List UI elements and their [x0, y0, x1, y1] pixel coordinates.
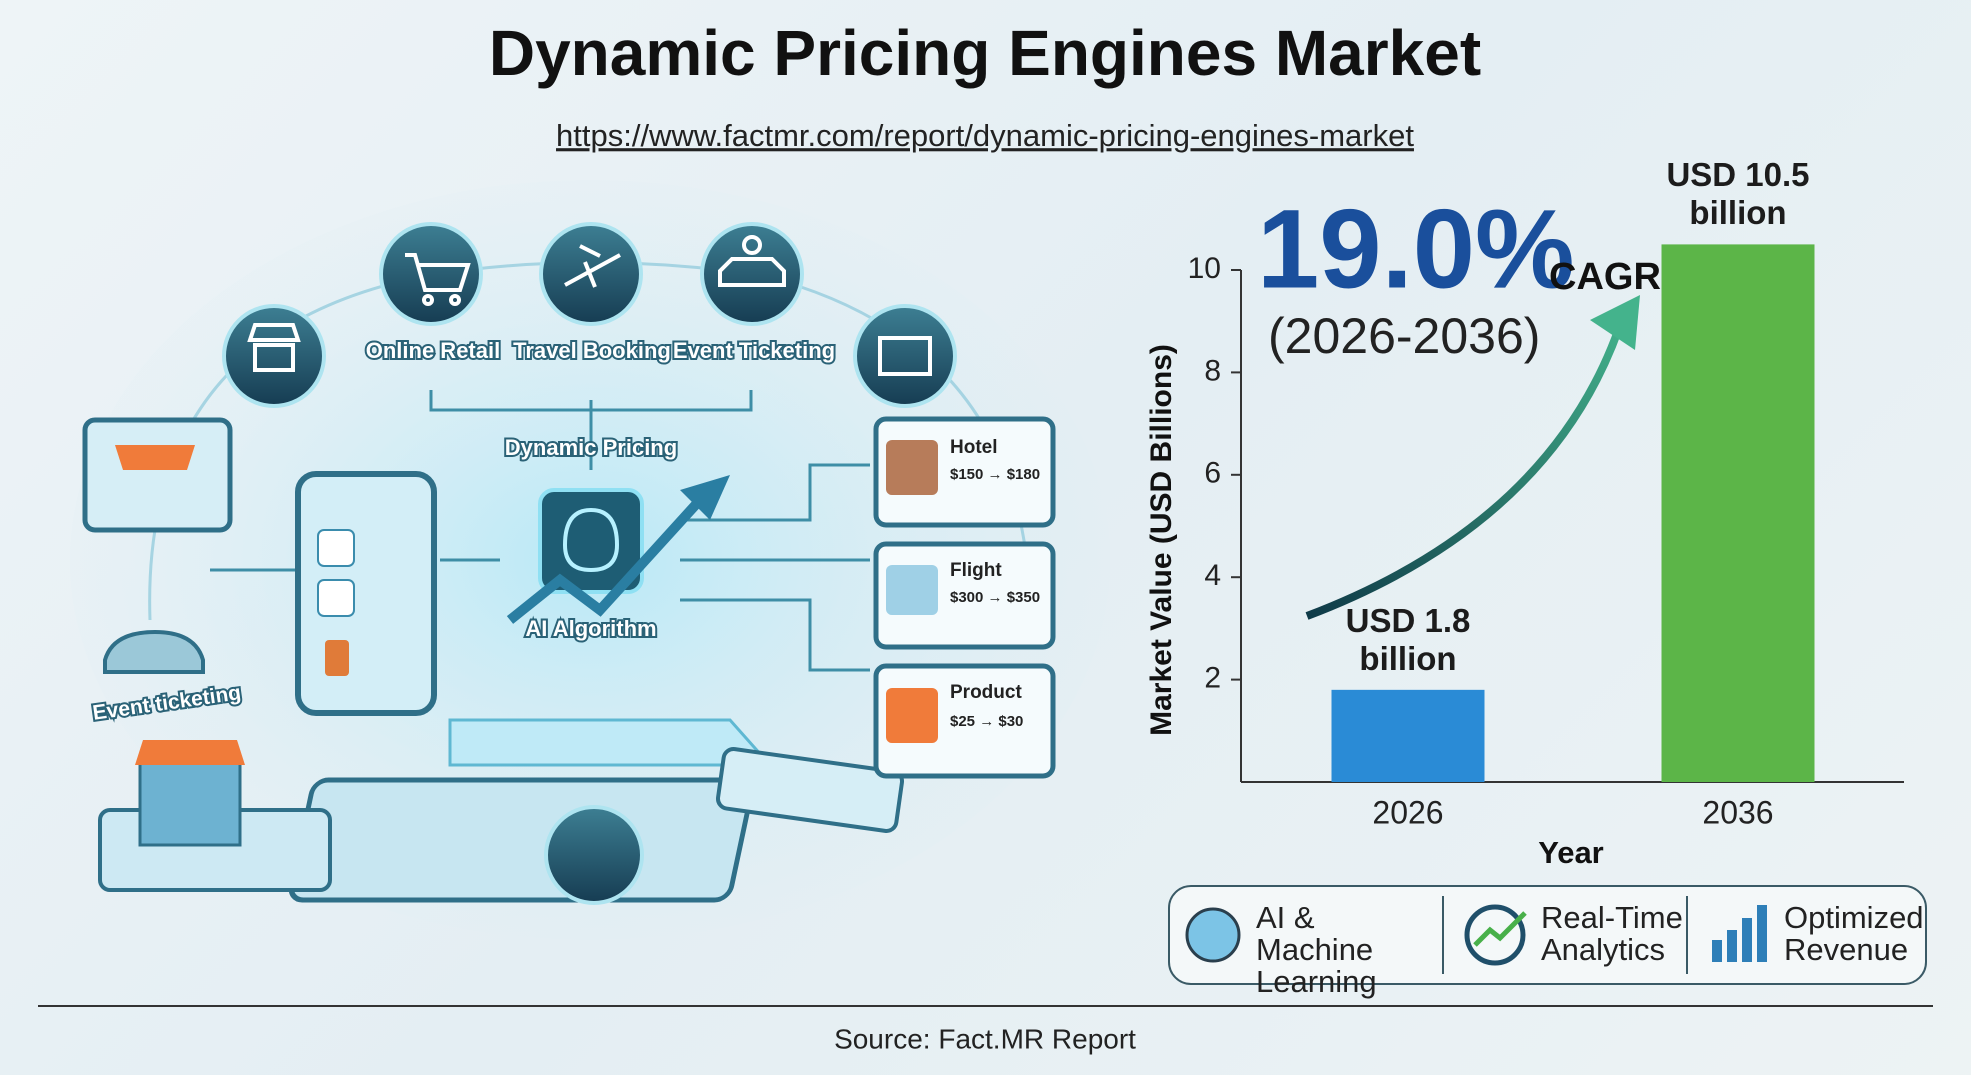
bar	[1661, 244, 1815, 782]
channel-labels: Online Retail Travel Booking Event Ticke…	[364, 336, 837, 365]
channel-label: Event Ticketing	[673, 338, 835, 363]
report-icon	[544, 805, 644, 905]
feature-icon	[1712, 905, 1767, 962]
feature-icon	[1464, 904, 1526, 966]
algorithm-label: AI Algorithm	[525, 616, 656, 641]
card-price: $25 → $30	[950, 713, 1023, 730]
phone-icon	[325, 640, 349, 676]
ai-chip	[538, 488, 644, 594]
trend-head	[680, 475, 730, 520]
tablet	[288, 777, 755, 903]
cagr-value: 19.0%	[1257, 187, 1575, 312]
x-tick-label: 2026	[1372, 794, 1443, 830]
bar	[1331, 689, 1485, 782]
card-title: Flight	[950, 560, 1002, 581]
shop-awning	[135, 740, 245, 765]
card-image	[886, 440, 938, 495]
channel-label: Online Retail	[366, 338, 500, 363]
feature-icon	[1185, 907, 1241, 963]
y-tick-label: 8	[1204, 354, 1221, 387]
source: Source: Fact.MR Report	[834, 1023, 1136, 1054]
channel-icons	[222, 222, 957, 408]
feature-label: Optimized Revenue	[1784, 900, 1924, 967]
awning	[115, 445, 195, 470]
y-tick-label: 4	[1204, 559, 1221, 592]
x-axis-title: Year	[1538, 835, 1604, 870]
phone-flat	[715, 747, 905, 833]
cagr-arrow	[1305, 308, 1629, 620]
card-title: Product	[950, 682, 1022, 703]
value-label: USD 1.8 billion	[1345, 601, 1471, 677]
phone-icon	[317, 529, 355, 567]
cagr-arrowhead	[1590, 295, 1640, 350]
feature-label: AI & Machine Learning	[1256, 900, 1377, 999]
y-tick-label: 10	[1188, 252, 1221, 285]
channel-label: Travel Booking	[513, 338, 671, 363]
y-tick-label: 2	[1204, 662, 1221, 695]
cagr-label: CAGR	[1549, 256, 1661, 298]
car	[103, 629, 205, 674]
phone-icon	[317, 579, 355, 617]
icon-glyphs	[247, 235, 932, 376]
card-image	[886, 688, 938, 743]
feature-icon	[1473, 911, 1527, 947]
engine-label: Dynamic Pricing	[505, 435, 677, 460]
card-title: Hotel	[950, 437, 998, 458]
connectors	[210, 390, 870, 672]
illustration: Online Retail Travel Booking Event Ticke…	[70, 180, 1110, 940]
value-label: USD 10.5 billion	[1666, 156, 1810, 232]
brain	[563, 507, 620, 573]
cagr-period: (2026-2036)	[1268, 308, 1540, 364]
y-tick-label: 6	[1204, 457, 1221, 490]
card-price: $150 → $180	[950, 466, 1040, 483]
card-image	[886, 565, 938, 615]
y-axis-title: Market Value (USD Billions)	[1145, 344, 1178, 736]
title: Dynamic Pricing Engines Market	[489, 17, 1481, 89]
x-tick-label: 2036	[1702, 794, 1773, 830]
shop	[138, 758, 242, 847]
url[interactable]: https://www.factmr.com/report/dynamic-pr…	[556, 118, 1414, 153]
price-cards: Hotel $150 → $180 Flight $300 → $350 Pro…	[873, 416, 1056, 779]
feature-label: Real-Time Analytics	[1541, 900, 1683, 967]
card-price: $300 → $350	[950, 589, 1040, 606]
monitor	[82, 417, 233, 533]
trend-arrow	[506, 496, 704, 624]
